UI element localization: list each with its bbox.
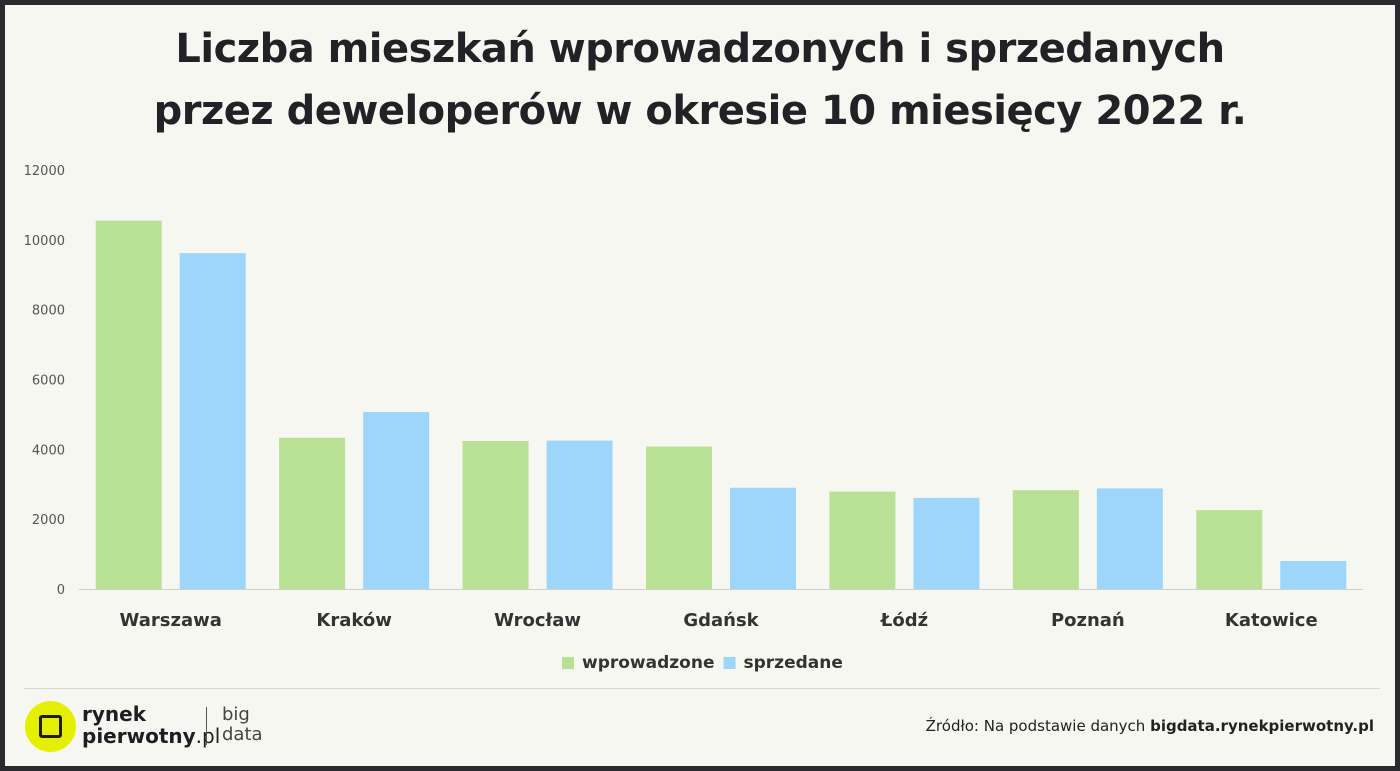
y-tick-label: 2000 [32,513,65,528]
x-tick-label: Katowice [1225,610,1318,631]
y-tick-label: 4000 [32,443,65,458]
y-tick-label: 10000 [24,234,65,249]
rynekpierwotny-logo-icon [25,701,76,752]
source-prefix: Źródło: Na podstawie danych [925,717,1151,735]
bar-wprowadzone [95,220,162,590]
legend-swatch-sprzedane [723,657,736,669]
logo-line-1: rynek [82,702,147,726]
bar-sprzedane [1096,488,1163,589]
y-tick-label: 12000 [24,164,65,179]
legend-label-sprzedane: sprzedane [744,653,843,673]
chart-title-line-2: przez deweloperów w okresie 10 miesięcy … [153,88,1247,134]
x-tick-label: Wrocław [494,610,581,631]
bar-wprowadzone [829,491,896,589]
bar-sprzedane [546,440,613,589]
bar-wprowadzone [1012,490,1079,589]
x-tick-label: Poznań [1051,610,1125,631]
logo-divider [206,707,207,745]
source-link: bigdata.rynekpierwotny.pl [1150,717,1374,735]
logo-square-icon [39,715,62,738]
y-tick-label: 0 [57,583,65,598]
bigdata-line-1: big [222,704,250,725]
bar-sprzedane [1280,561,1347,589]
legend-label-wprowadzone: wprowadzone [582,653,715,673]
bar-sprzedane [730,487,796,589]
y-tick-label: 6000 [32,374,65,389]
bar-sprzedane [913,497,980,589]
y-tick-label: 8000 [32,304,65,319]
source-note: Źródło: Na podstawie danych bigdata.ryne… [926,717,1374,735]
bar-wprowadzone [1196,510,1263,589]
bar-chart: 0 2000 4000 6000 8000 10000 12000 Warszawa Krakó… [24,164,1363,673]
legend-swatch-wprowadzone [562,657,574,669]
x-tick-label: Gdańsk [683,610,759,631]
logo-line-2-main: pierwotny [82,724,196,748]
bar-sprzedane [363,411,430,589]
rynekpierwotny-logo-text: rynek pierwotny.pl [82,703,220,747]
chart-title-line-1: Liczba mieszkań wprowadzonych i sprzedan… [175,26,1225,72]
bigdata-line-2: data [222,724,263,745]
logo-line-2-suffix: .pl [195,724,221,748]
footer-divider [24,688,1380,689]
logo-line-2: pierwotny.pl [82,725,220,747]
bar-wprowadzone [279,437,346,589]
x-tick-label: Łódź [880,610,928,631]
bar-sprzedane [179,253,246,589]
bar-wprowadzone [462,440,529,589]
bigdata-logo: big data [222,705,263,745]
bar-wprowadzone [646,446,712,589]
x-tick-label: Warszawa [120,610,222,631]
x-tick-label: Kraków [316,610,391,631]
